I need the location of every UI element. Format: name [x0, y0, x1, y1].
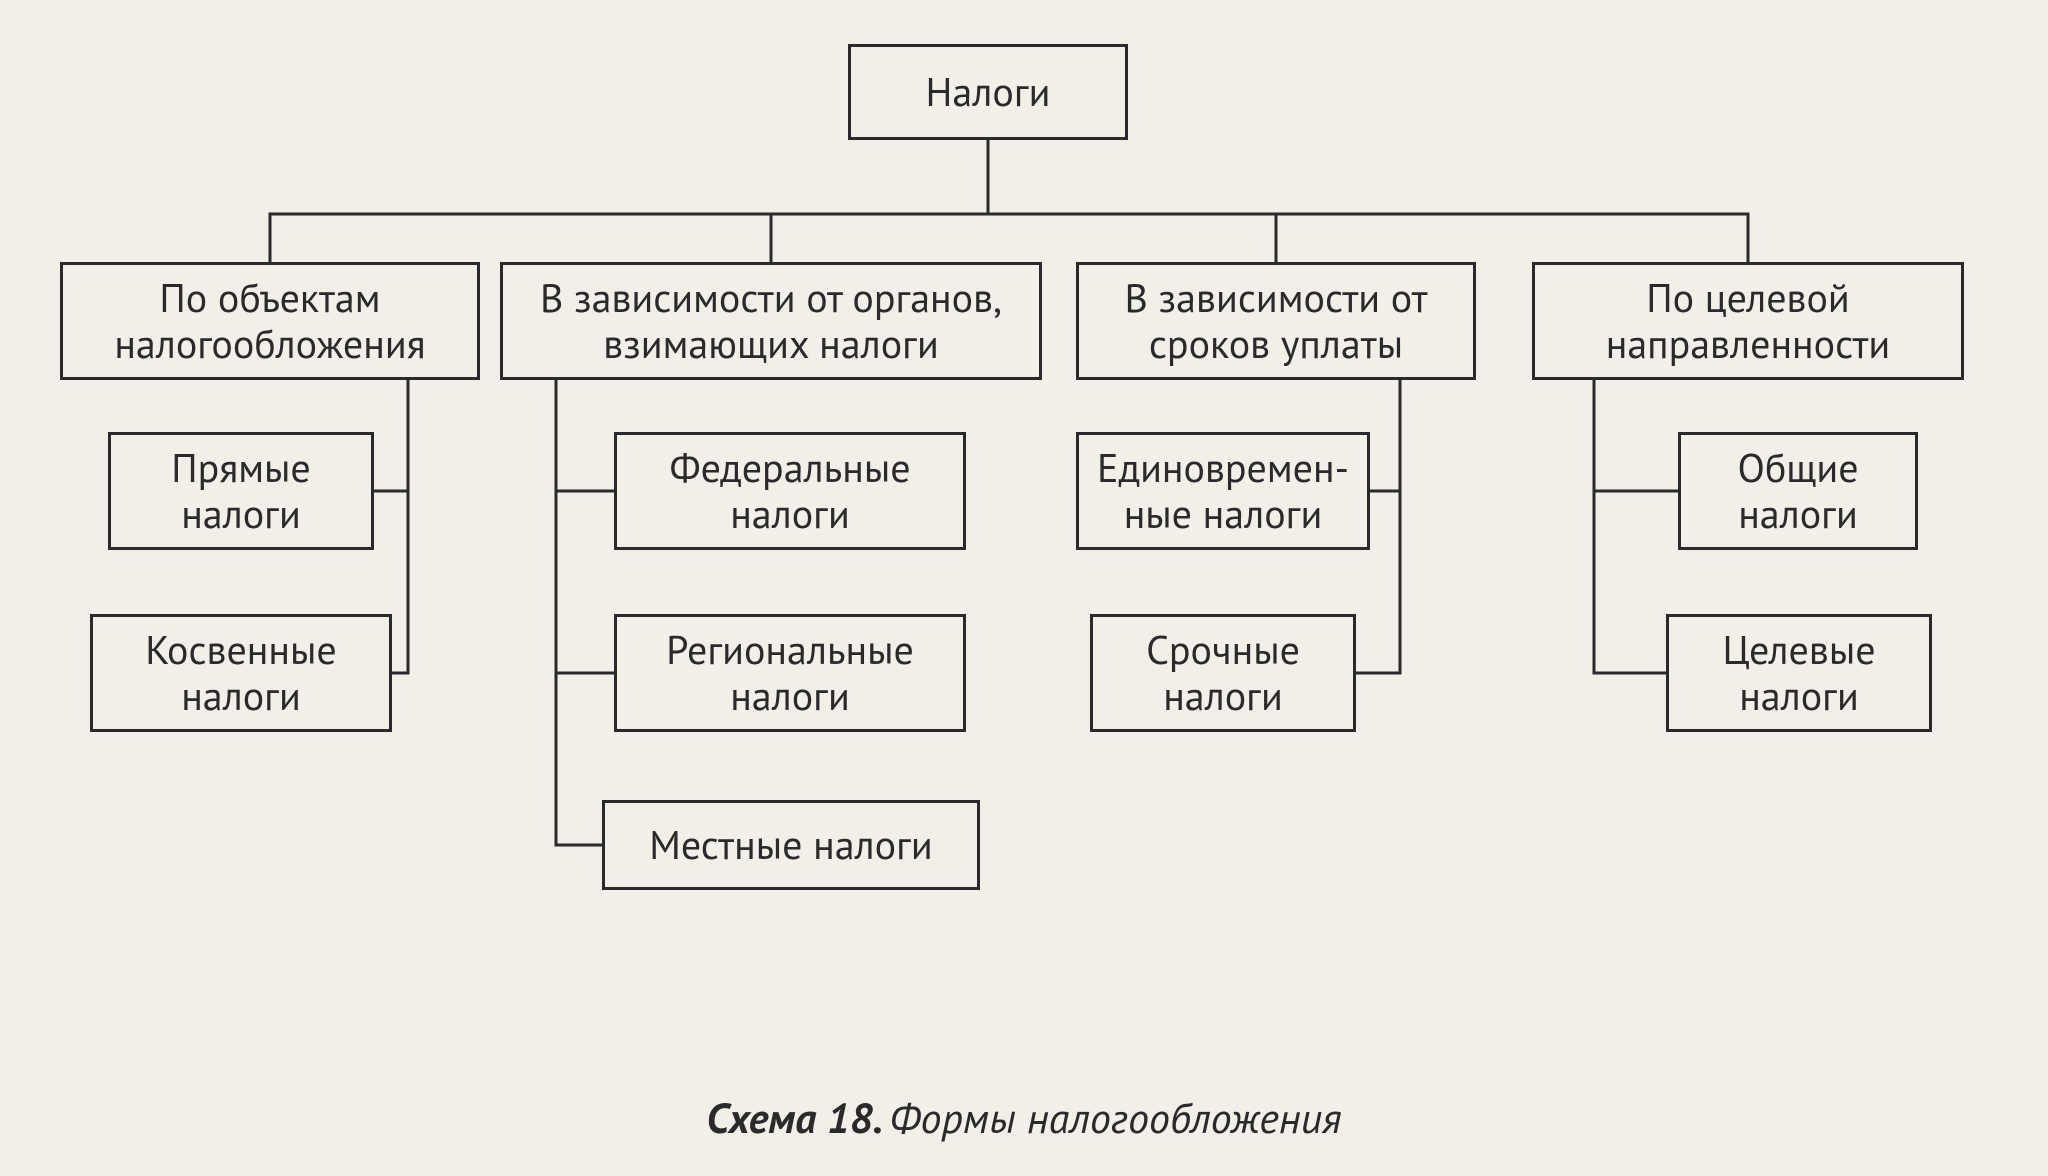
leaf-node-1-1: Региональныеналоги: [614, 614, 966, 732]
branch-node-2: В зависимости отсроков уплаты: [1076, 262, 1476, 380]
branch-node-1: В зависимости от органов,взимающих налог…: [500, 262, 1042, 380]
root-node: Налоги: [848, 44, 1128, 140]
figure-caption: Схема 18. Формы налогообложения: [0, 1090, 2048, 1145]
branch-node-0: По объектамналогообложения: [60, 262, 480, 380]
leaf-node-2-0: Единовремен-ные налоги: [1076, 432, 1370, 550]
leaf-node-3-0: Общиеналоги: [1678, 432, 1918, 550]
branch-node-3: По целевойнаправленности: [1532, 262, 1964, 380]
leaf-node-2-1: Срочныеналоги: [1090, 614, 1356, 732]
leaf-node-0-0: Прямыеналоги: [108, 432, 374, 550]
leaf-node-0-1: Косвенныеналоги: [90, 614, 392, 732]
leaf-node-1-2: Местные налоги: [602, 800, 980, 890]
diagram-stage: Налоги По объектамналогообложения Прямыена…: [0, 0, 2048, 1176]
leaf-node-3-1: Целевыеналоги: [1666, 614, 1932, 732]
connector-layer: [0, 0, 2048, 1176]
leaf-node-1-0: Федеральныеналоги: [614, 432, 966, 550]
